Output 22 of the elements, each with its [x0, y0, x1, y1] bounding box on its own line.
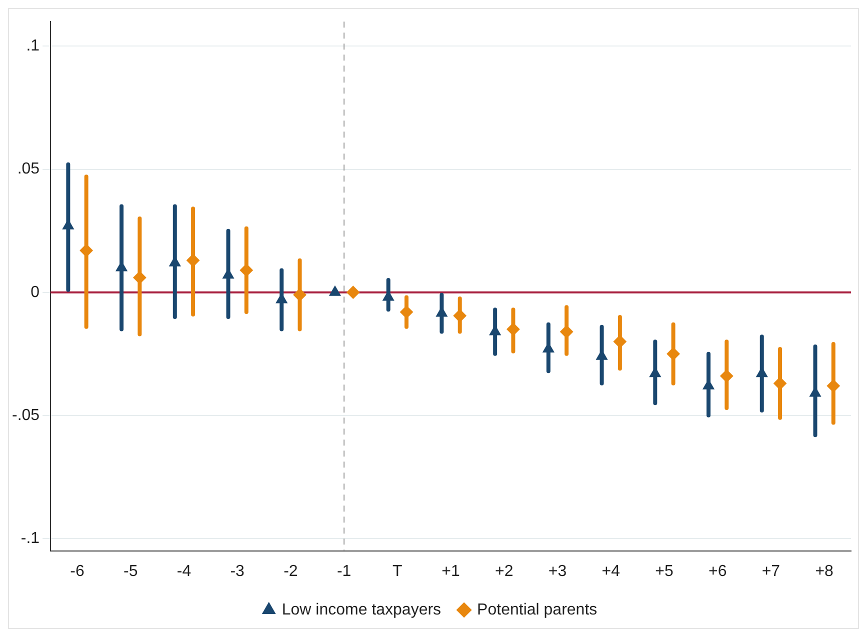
x-tick-label: -3 — [230, 562, 245, 580]
y-tick-label: -.1 — [20, 530, 40, 547]
x-tick-label: -4 — [176, 562, 192, 580]
legend-label: Potential parents — [477, 601, 598, 618]
x-tick-label: T — [392, 562, 403, 580]
x-tick-label: +6 — [708, 562, 727, 580]
x-tick-label: +3 — [548, 562, 567, 580]
x-tick-label: -2 — [284, 562, 298, 580]
legend-label: Low income taxpayers — [282, 601, 442, 618]
y-tick-label: .05 — [17, 160, 40, 178]
x-tick-label: +4 — [602, 562, 620, 580]
x-tick-label: +7 — [762, 562, 780, 580]
x-tick-label: -6 — [70, 562, 84, 580]
y-tick-label: -.05 — [12, 406, 40, 424]
x-tick-label: +8 — [815, 562, 834, 580]
x-tick-label: +2 — [495, 562, 514, 580]
x-tick-label: +5 — [655, 562, 674, 580]
y-tick-label: 0 — [30, 284, 40, 301]
x-tick-label: -5 — [123, 562, 138, 580]
x-tick-label: -1 — [336, 562, 352, 580]
y-tick-label: .1 — [26, 38, 40, 55]
x-tick-label: +1 — [442, 562, 460, 580]
